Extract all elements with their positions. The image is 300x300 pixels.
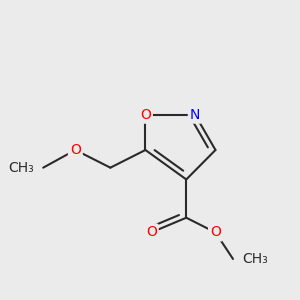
Text: O: O: [146, 225, 157, 239]
Text: N: N: [190, 108, 200, 122]
Text: O: O: [70, 143, 81, 157]
Text: O: O: [210, 225, 221, 239]
Text: O: O: [140, 108, 151, 122]
Text: CH₃: CH₃: [9, 161, 34, 175]
Text: CH₃: CH₃: [242, 252, 268, 266]
